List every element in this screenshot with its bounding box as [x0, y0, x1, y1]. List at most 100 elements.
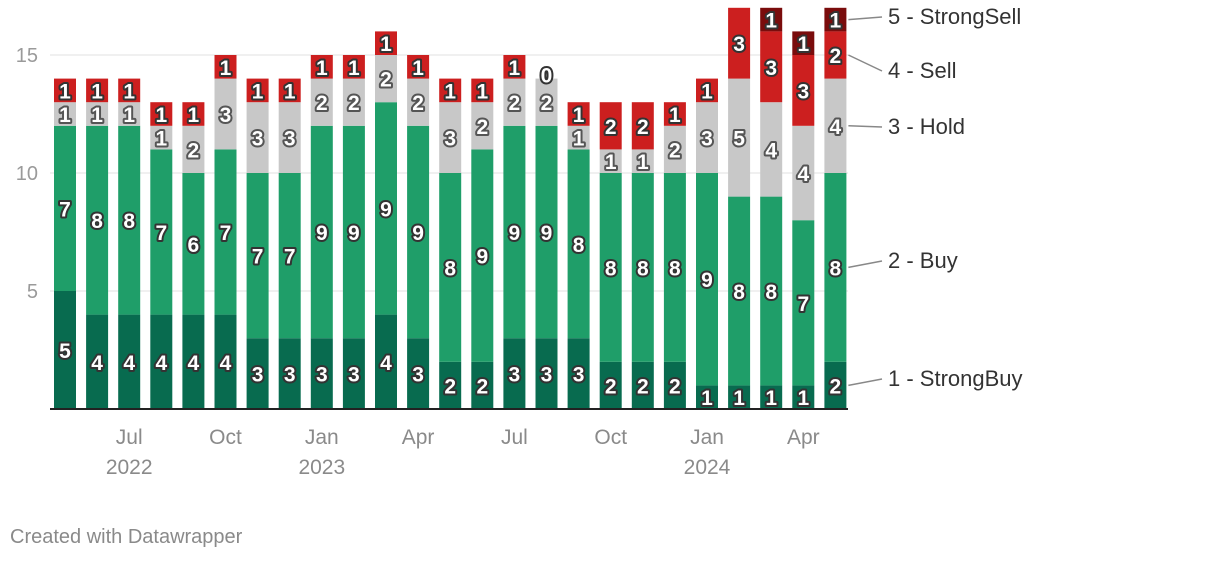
bar-segment: [567, 149, 590, 339]
legend-label: 5 - StrongSell: [888, 4, 1021, 29]
legend-label: 2 - Buy: [888, 248, 958, 273]
bar-value-label: 1: [605, 151, 617, 174]
x-tick-month: Jan: [305, 426, 339, 449]
bar-segment: [246, 78, 269, 103]
bar-segment: [375, 31, 397, 55]
bar-value-label: 1: [637, 151, 649, 174]
bar-segment: [696, 102, 718, 173]
bar-segment: [663, 125, 686, 173]
bar-value-label: 3: [284, 364, 296, 387]
x-tick-year: 2022: [106, 456, 153, 479]
bar-segment: [728, 196, 751, 386]
bar-segment: [375, 314, 397, 409]
bar-value-label: 4: [91, 352, 103, 375]
bar-value-label: 2: [380, 69, 392, 92]
bar-segment: [246, 173, 269, 339]
bar-value-label: 8: [91, 210, 103, 233]
bar-value-label: 1: [59, 104, 71, 127]
bar-value-label: 2: [188, 139, 200, 162]
bar-segment: [86, 125, 109, 315]
bar-segment: [118, 125, 141, 315]
bar-segment: [118, 78, 141, 103]
bar-segment: [214, 314, 237, 409]
bar-value-label: 1: [380, 33, 392, 56]
bar-stack: 2 9 2 1: [471, 78, 494, 409]
bar-segment: [792, 31, 815, 55]
bar-value-label: 1: [91, 104, 103, 127]
bar-value-label: 1: [123, 104, 135, 127]
bar-value-label: 1: [316, 57, 328, 80]
bar-segment: [631, 149, 654, 173]
bar-stack: 1 7 4 3 1: [792, 31, 815, 412]
bar-segment: [439, 78, 462, 103]
bar-value-label: 3: [701, 128, 713, 151]
bar-value-label: 4: [765, 139, 777, 162]
bar-value-label: 3: [252, 364, 264, 387]
bar-value-label: 2: [669, 139, 681, 162]
bar-segment: [599, 149, 622, 173]
bar-stack: 5 7 11: [54, 78, 76, 409]
bar-value-label: 1: [701, 80, 713, 103]
bar-segment: [342, 55, 365, 79]
bar-segment: [663, 102, 686, 126]
bar-value-label: 1: [733, 387, 745, 410]
bar-value-label: 1: [797, 33, 809, 56]
bar-value-label: 2: [605, 116, 617, 139]
bar-value-label: 1: [573, 128, 585, 151]
bar-segment: [342, 78, 365, 126]
bar-value-label: 1: [476, 80, 488, 103]
bar-segment: [696, 385, 718, 409]
bar-segment: [54, 125, 76, 291]
bar-segment: [278, 338, 301, 409]
bar-value-label: 1: [765, 10, 777, 33]
bar-segment: [182, 314, 205, 409]
x-tick-month: Apr: [402, 426, 435, 449]
bar-segment: [760, 196, 783, 386]
x-tick-year: 2024: [684, 456, 731, 479]
bar-value-label: 3: [541, 364, 553, 387]
bar-segment: [86, 102, 109, 126]
bar-segment: [471, 361, 494, 409]
bar-value-label: 2: [412, 92, 424, 115]
bar-value-label: 3: [412, 364, 424, 387]
bar-segment: [728, 78, 751, 197]
x-tick-month: Apr: [787, 426, 820, 449]
bar-value-label: 2: [444, 375, 456, 398]
bar-value-label: 8: [637, 257, 649, 280]
bar-stack: 4 8 11: [86, 78, 109, 409]
bar-value-label: 1: [669, 104, 681, 127]
bar-segment: [214, 55, 237, 79]
bar-segment: [182, 125, 205, 173]
bar-stack: 3 7 3 1: [278, 78, 301, 409]
bar-value-label: 9: [412, 222, 424, 245]
bar-value-label: 4: [380, 352, 392, 375]
bar-value-label: 1: [444, 80, 456, 103]
bar-segment: [407, 338, 430, 409]
bar-segment: [824, 361, 847, 409]
bar-segment: [535, 338, 558, 409]
bar-value-label: 8: [573, 234, 585, 257]
bar-segment: [278, 102, 301, 173]
bar-segment: [631, 173, 654, 362]
bar-segment: [599, 102, 622, 150]
bar-value-label: 1: [220, 57, 232, 80]
bar-stack: 3 7 3 1: [246, 78, 269, 409]
bar-segment: [342, 125, 365, 339]
bar-segment: [86, 314, 109, 409]
bar-segment: [567, 102, 590, 126]
bar-value-label: 1: [155, 104, 167, 127]
bar-segment: [214, 149, 237, 315]
bar-stack: 4 7 3 1: [214, 55, 237, 409]
bar-segment: [631, 361, 654, 409]
bar-stack: 3 9 2 0: [535, 63, 558, 409]
bar-value-label: 3: [252, 128, 264, 151]
bar-value-label: 9: [476, 246, 488, 269]
bar-segment: [375, 55, 397, 103]
bar-value-label: 3: [797, 80, 809, 103]
bar-segment: [407, 125, 430, 339]
bar-stack: 2 8 1 2: [631, 102, 654, 409]
bar-value-label: 4: [155, 352, 167, 375]
bar-segment: [663, 173, 686, 362]
